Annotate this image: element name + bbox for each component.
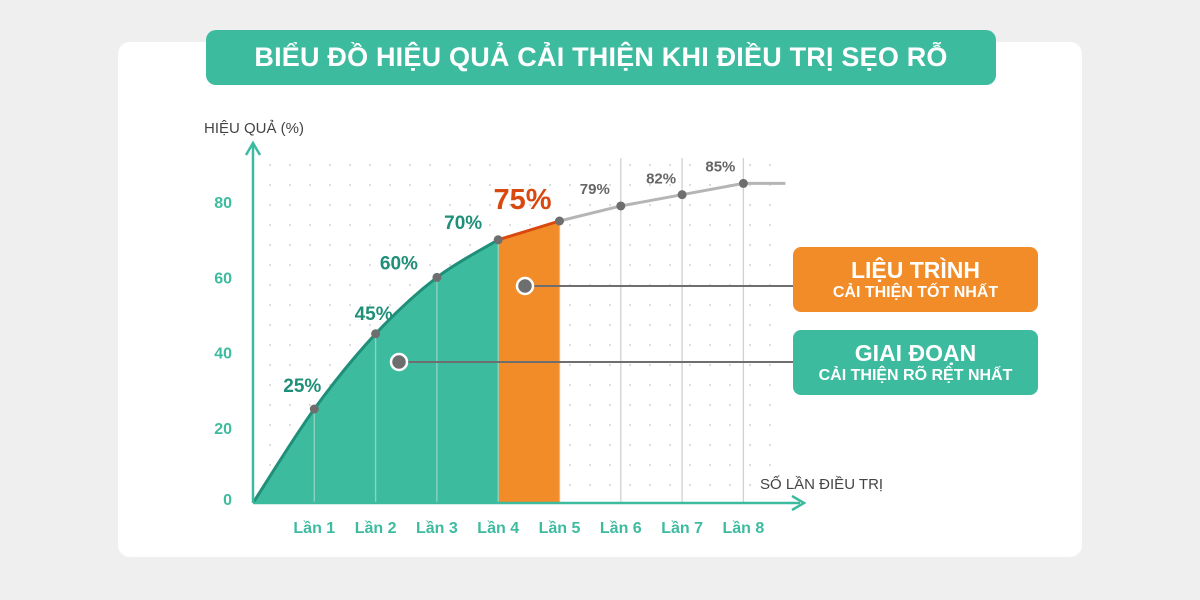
callout-best-course-title: LIỆU TRÌNH (850, 256, 981, 283)
callout-best-course: LIỆU TRÌNH CẢI THIỆN TỐT NHẤT (793, 247, 1038, 312)
point-label-8: 85% (705, 158, 735, 175)
y-tick-label-20: 20 (214, 421, 232, 438)
point-label-6: 79% (580, 181, 610, 198)
marker-best-course (515, 276, 535, 296)
data-point-2 (371, 329, 381, 339)
callout-clearest-phase-subtitle: CẢI THIỆN RÕ RỆT NHẤT (818, 366, 1013, 384)
x-tick-label-5: Lần 5 (539, 520, 581, 537)
y-axis-arrow (244, 140, 262, 156)
callout-clearest-phase: GIAI ĐOẠN CẢI THIỆN RÕ RỆT NHẤT (793, 330, 1038, 395)
x-tick-label-3: Lần 3 (416, 520, 458, 537)
y-tick-label-60: 60 (214, 270, 232, 287)
data-point-5 (555, 216, 564, 226)
point-label-1: 25% (283, 376, 321, 397)
x-tick-label-1: Lần 1 (293, 520, 335, 537)
marker-clearest-phase (389, 352, 409, 372)
callout-best-course-subtitle: CẢI THIỆN TỐT NHẤT (832, 283, 999, 301)
y-axis-title: HIỆU QUẢ (%) (204, 120, 304, 137)
data-point-8 (738, 178, 748, 188)
y-tick-label-80: 80 (214, 195, 232, 212)
y-tick-label-40: 40 (214, 346, 232, 363)
point-label-3: 60% (380, 253, 418, 274)
series-line-best (497, 219, 560, 242)
x-axis-title: SỐ LẦN ĐIỀU TRỊ (760, 475, 883, 493)
x-axis-arrow (791, 494, 807, 512)
point-label-5: 75% (493, 184, 551, 216)
x-tick-label-8: Lần 8 (723, 520, 765, 537)
data-point-1 (309, 404, 319, 414)
point-label-2: 45% (355, 304, 393, 325)
x-tick-label-4: Lần 4 (477, 520, 519, 537)
data-point-6 (616, 201, 626, 211)
data-point-4 (493, 235, 503, 245)
point-label-7: 82% (646, 171, 676, 188)
x-tick-label-6: Lần 6 (600, 520, 642, 537)
chart-title: BIỂU ĐỒ HIỆU QUẢ CẢI THIỆN KHI ĐIỀU TRỊ … (206, 30, 996, 85)
point-label-4: 70% (444, 213, 482, 234)
data-point-3 (432, 272, 442, 282)
y-tick-label-0: 0 (223, 492, 232, 509)
data-point-7 (677, 190, 687, 200)
x-tick-label-2: Lần 2 (355, 520, 397, 537)
callout-clearest-phase-title: GIAI ĐOẠN (854, 339, 977, 366)
x-tick-label-7: Lần 7 (661, 520, 703, 537)
